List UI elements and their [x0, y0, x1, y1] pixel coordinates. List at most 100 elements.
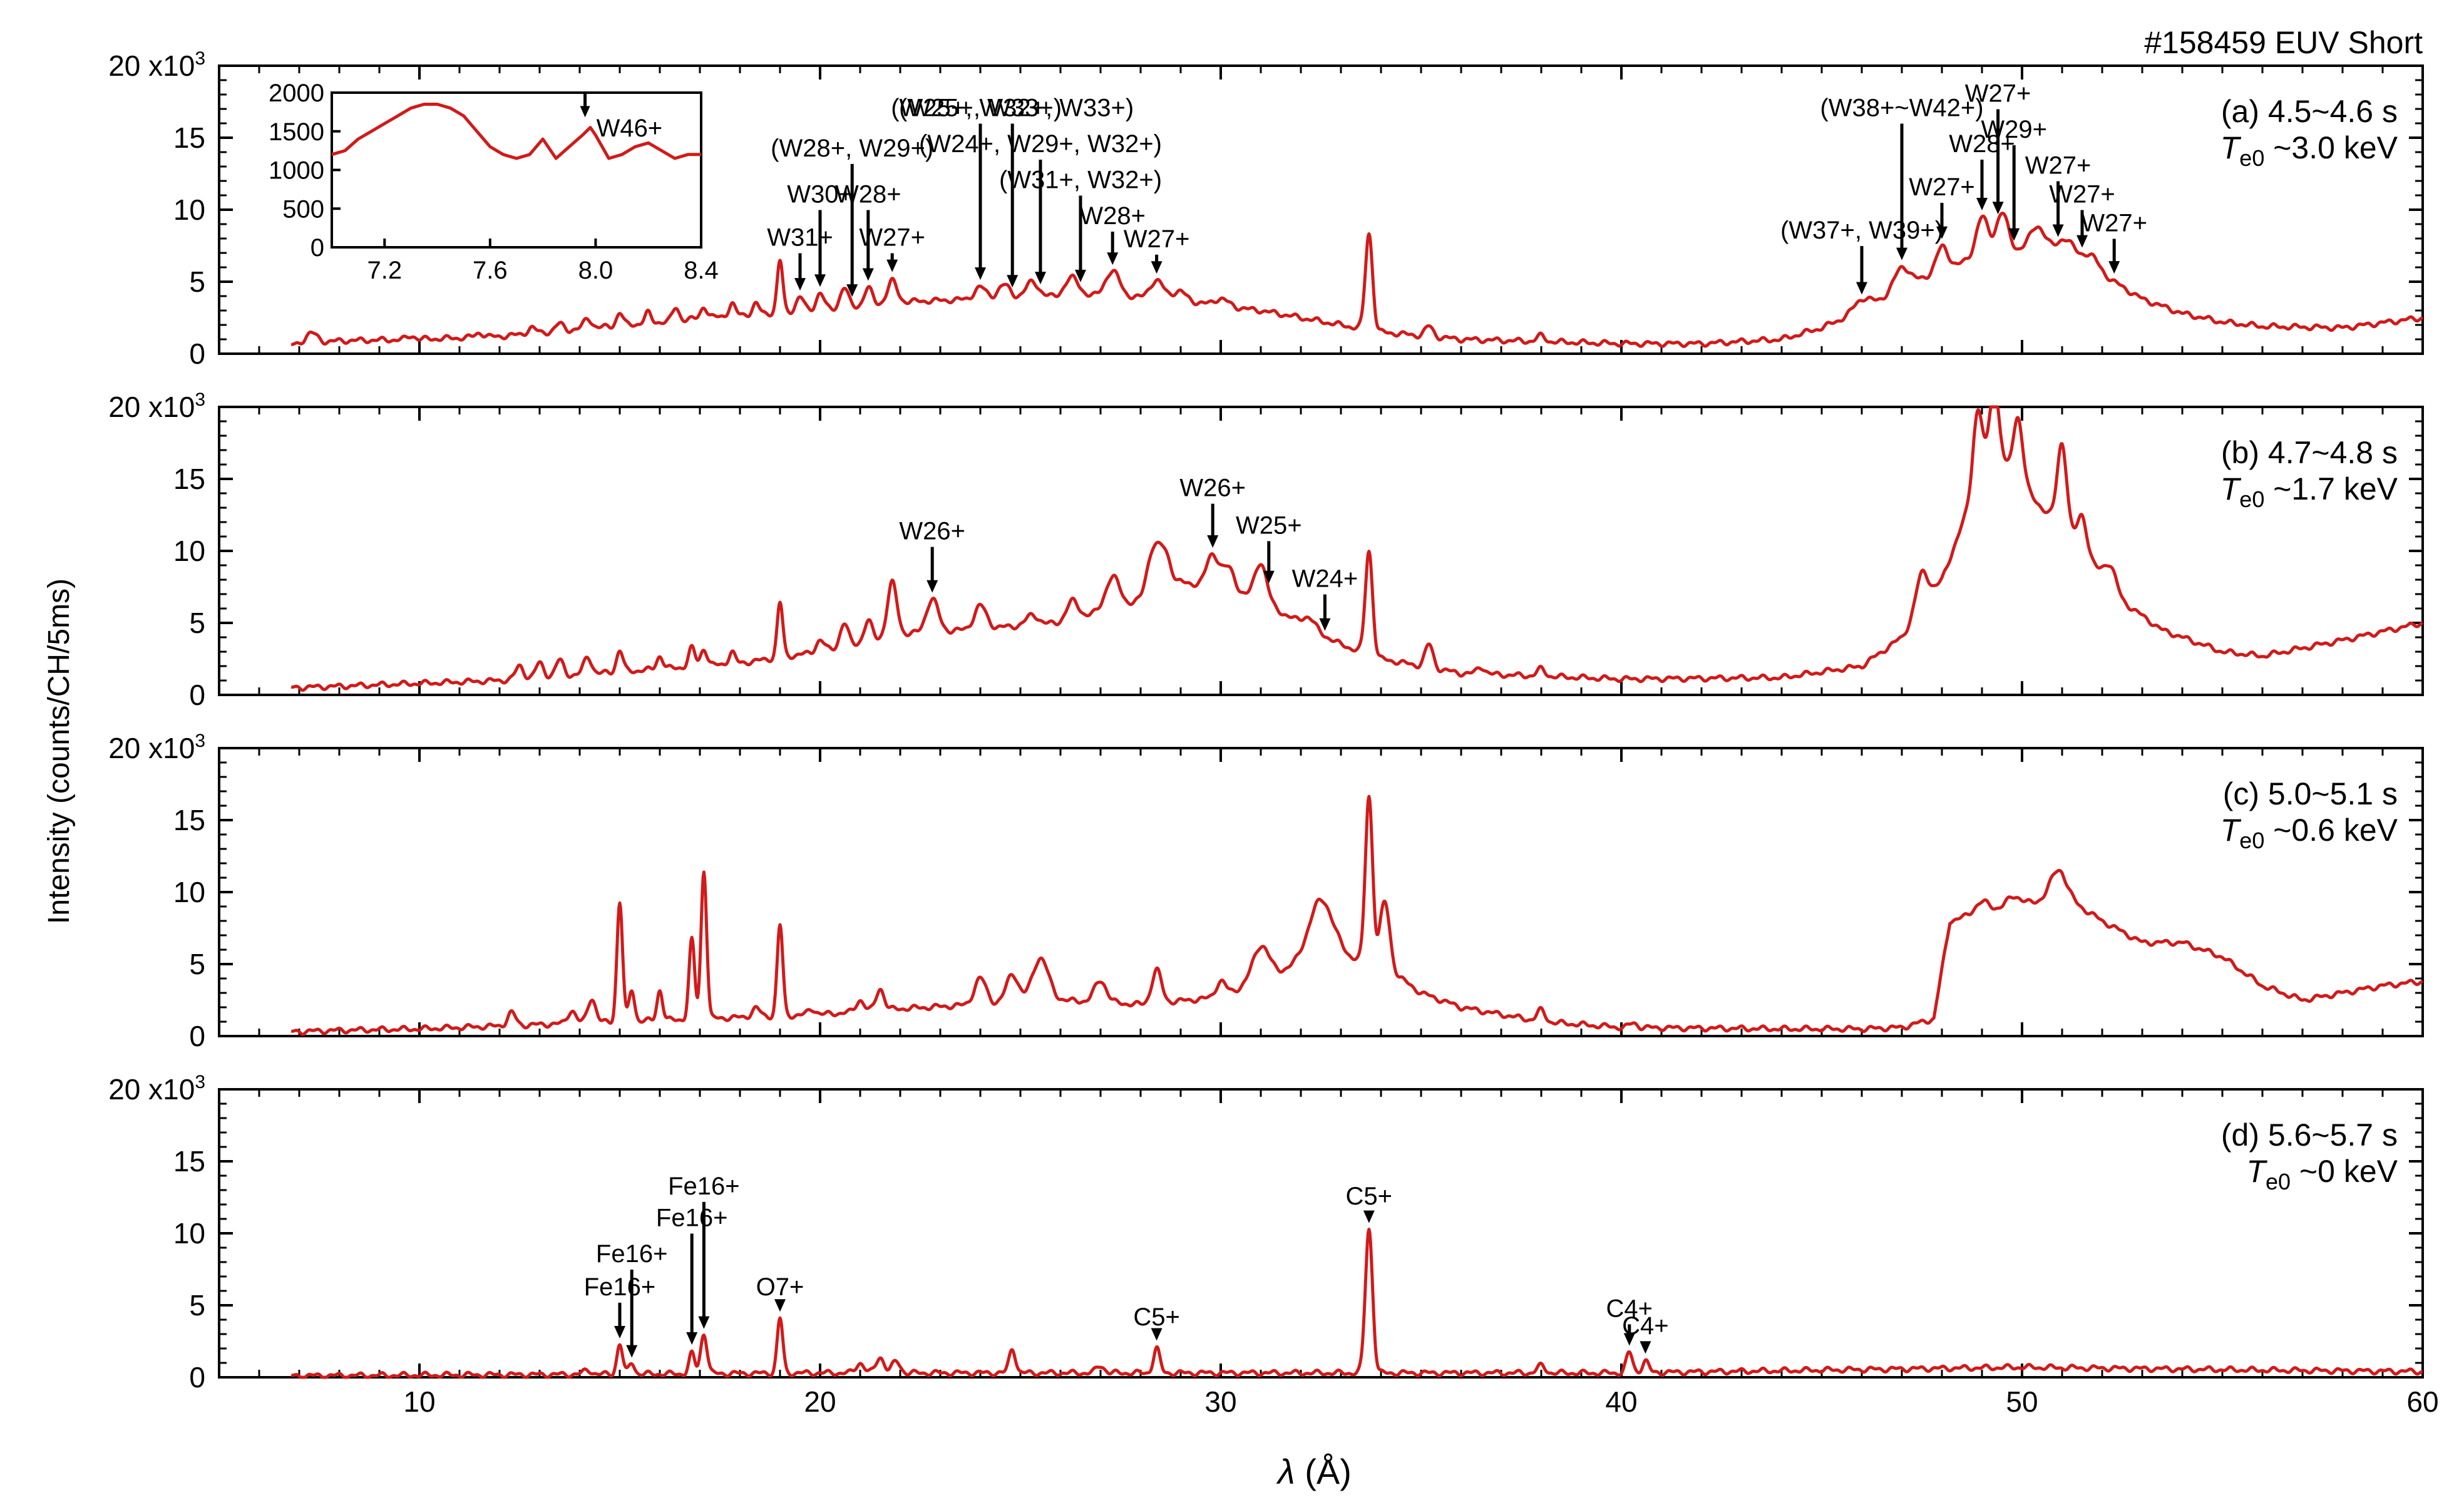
peak-annotation: W28+	[835, 181, 901, 281]
annotation-arrow-head	[1363, 1210, 1375, 1223]
peak-annotation: W25+	[1236, 511, 1302, 583]
annotation-label: W28+	[1079, 202, 1146, 230]
annotation-arrow-head	[814, 274, 826, 287]
annotation-arrow-head	[794, 278, 806, 291]
annotation-label: (W28+, W29+)	[771, 135, 933, 162]
x-tick-label: 60	[2406, 1385, 2438, 1418]
y-axis-title: Intensity (counts/CH/5ms)	[43, 578, 76, 924]
annotation-label: W27+	[1124, 225, 1190, 253]
annotation-label: Fe16+	[656, 1204, 728, 1232]
spectrum-trace	[290, 405, 2424, 692]
y-tick-label: 0	[189, 679, 205, 711]
annotation-label: W28+	[835, 181, 901, 208]
annotation-arrow-head	[1107, 252, 1119, 265]
panel-legend-time: (a) 4.5~4.6 s	[2221, 94, 2398, 129]
inset-annotation-label: W46+	[597, 115, 663, 142]
annotation-label: (W24+, W29+, W32+)	[919, 130, 1162, 158]
annotation-label: W27+	[859, 224, 925, 252]
peak-annotation: W29+	[1981, 116, 2047, 241]
annotation-arrow-head	[2076, 235, 2088, 248]
inset-plot: 7.2 7.6 8.0 8.4 0 500 1000 1500 2000 W46+	[269, 80, 719, 284]
y-tick-label-top: 20 x103	[108, 48, 205, 82]
inset-arrow-head	[580, 106, 590, 118]
spectrum-trace	[290, 212, 2424, 348]
panel-d: 10 20 30 40 50 60 0 5 10 15 20 x103 (d) 5.6~5.7 sTe…	[108, 1072, 2438, 1418]
annotation-label: W28+	[1949, 130, 2015, 158]
peak-annotation: (W38+~W42+)	[1820, 95, 1984, 260]
x-tick-label: 50	[2006, 1385, 2038, 1418]
y-tick-label: 5	[189, 265, 205, 298]
y-tick-label-top: 20 x103	[108, 731, 205, 764]
annotation-arrow-head	[1936, 226, 1948, 239]
peak-annotation: C4+	[1606, 1295, 1653, 1346]
inset-y-tick-label: 1000	[269, 157, 324, 185]
x-tick-label: 20	[804, 1385, 836, 1418]
inset-x-tick-label: 8.4	[684, 257, 719, 284]
panel-frame	[218, 406, 2424, 696]
annotation-arrow-head	[927, 580, 938, 593]
inset-y-tick-label: 500	[282, 195, 324, 223]
annotation-label: W24+	[1292, 565, 1358, 593]
annotation-arrow-head	[1976, 197, 1988, 210]
y-tick-label-top: 20 x103	[108, 1072, 205, 1106]
panel-legend-te: Te0 ~0 keV	[2246, 1154, 2398, 1194]
annotation-arrow-head	[2108, 261, 2120, 274]
peak-annotation: (W24+, W29+, W32+)	[919, 130, 1162, 285]
annotation-arrow-head	[2008, 228, 2020, 241]
annotation-arrow-head	[1623, 1333, 1635, 1346]
annotation-arrow-head	[774, 1299, 786, 1312]
inset-trace	[331, 103, 701, 160]
peak-annotation: W31+	[767, 224, 833, 291]
annotation-label: C5+	[1133, 1303, 1180, 1331]
peak-annotation: C5+	[1346, 1183, 1393, 1223]
annotation-label: (W37+, W39+)	[1780, 217, 1943, 244]
annotation-label: (W38+~W42+)	[1820, 95, 1983, 122]
peak-annotation: W26+	[899, 518, 965, 593]
annotation-arrow-head	[686, 1332, 698, 1345]
annotation-label: Fe16+	[596, 1240, 668, 1268]
y-tick-label: 0	[189, 337, 205, 370]
annotation-arrow-head	[1992, 202, 2004, 215]
peak-annotation: Fe16+	[656, 1204, 728, 1345]
peak-annotation: W27+	[859, 224, 925, 272]
peak-annotation: W24+	[1292, 565, 1358, 631]
peak-annotation: W30+	[787, 181, 853, 287]
inset-y-tick-label: 1500	[269, 118, 324, 146]
panel-legend-te: Te0 ~0.6 keV	[2220, 813, 2398, 853]
annotation-arrow-head	[1207, 535, 1219, 548]
y-tick-label: 10	[173, 1217, 205, 1250]
panel-legend-time: (d) 5.6~5.7 s	[2221, 1117, 2398, 1153]
annotation-label: C5+	[1346, 1183, 1393, 1210]
peak-annotation: Fe16+	[584, 1273, 656, 1338]
y-tick-label-top: 20 x103	[108, 389, 205, 423]
annotation-arrow-head	[1319, 618, 1331, 631]
y-tick-label: 0	[189, 1020, 205, 1052]
annotation-label: Fe16+	[584, 1273, 656, 1301]
annotation-label: Fe16+	[668, 1173, 740, 1200]
panel-frame	[218, 1088, 2424, 1379]
y-tick-label: 10	[173, 535, 205, 567]
inset-y-tick-label: 2000	[269, 80, 324, 107]
peak-annotation: C4+	[1622, 1312, 1669, 1354]
peak-annotation: W27+	[2081, 210, 2147, 274]
peak-annotation: W28+	[1079, 202, 1146, 265]
annotation-arrow-head	[1075, 269, 1086, 282]
annotation-arrow-head	[1151, 1328, 1163, 1341]
annotation-arrow-head	[1151, 261, 1163, 274]
peak-annotation: W27+	[2049, 181, 2115, 248]
panel-frame	[218, 747, 2424, 1037]
x-tick-label: 30	[1204, 1385, 1236, 1418]
peak-annotation: W28+	[1949, 130, 2015, 210]
peak-annotation: (W37+, W39+)	[1780, 217, 1943, 295]
annotation-label: W29+	[1981, 116, 2047, 143]
annotation-arrow-head	[698, 1316, 710, 1329]
annotation-label: W26+	[899, 518, 965, 545]
annotation-arrow-head	[2052, 224, 2064, 237]
annotation-arrow-head	[1007, 275, 1019, 288]
peak-annotation: (W28+, W29+)	[771, 135, 933, 297]
peak-annotation: W27+	[2025, 152, 2091, 237]
